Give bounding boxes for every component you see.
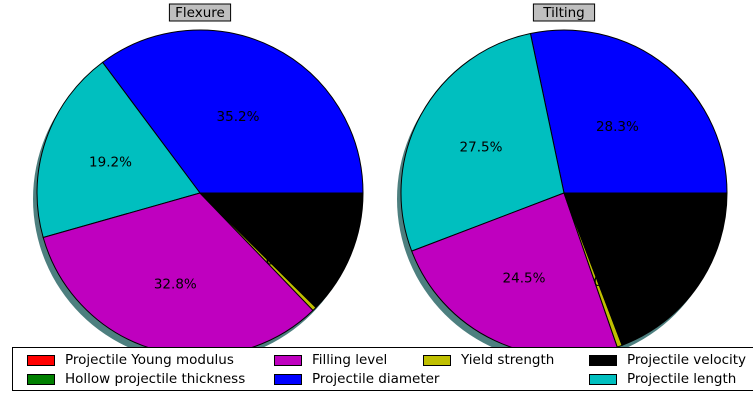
pie-slice: [563, 192, 728, 346]
legend-label: Hollow projectile thickness: [65, 371, 246, 387]
legend-label: Projectile Young modulus: [65, 352, 234, 368]
pie-tilting: 0.0%28.3%27.5%24.5%0.5Tilting: [397, 3, 728, 362]
legend-label: Projectile length: [627, 371, 737, 387]
legend-label: Filling level: [312, 352, 388, 368]
slice-label: 28.3%: [596, 119, 639, 135]
legend-label: Yield strength: [461, 352, 555, 368]
pie-slice: [400, 32, 565, 252]
legend-label: Projectile velocity: [627, 352, 747, 368]
legend-swatch: [589, 354, 617, 366]
pie-title: Tilting: [542, 5, 585, 21]
slice-label: 35.2%: [217, 109, 260, 125]
slice-label: 24.5%: [503, 271, 546, 287]
legend-swatch: [27, 354, 55, 366]
pie-title-box: [532, 3, 596, 22]
legend-item: Yield strength: [423, 351, 554, 369]
legend-item: Projectile length: [589, 370, 736, 388]
pie-title-box: [168, 3, 232, 22]
legend-item: Projectile velocity: [589, 351, 746, 369]
pie-slice: [102, 29, 364, 194]
slice-label: 27.5%: [460, 140, 503, 156]
legend-item: Hollow projectile thickness: [27, 370, 245, 388]
legend-swatch: [274, 373, 302, 385]
pie-slice: [36, 61, 201, 238]
slice-label: 19.2%: [89, 155, 132, 171]
legend: Projectile Young modulus Hollow projecti…: [12, 347, 753, 391]
pie-slice: [529, 29, 728, 194]
legend-swatch: [589, 373, 617, 385]
legend-item: Projectile diameter: [274, 370, 440, 388]
pie-slice: [199, 192, 364, 309]
legend-swatch: [27, 373, 55, 385]
legend-swatch: [274, 354, 302, 366]
legend-item: Filling level: [274, 351, 387, 369]
legend-swatch: [423, 354, 451, 366]
pie-flexure: 0.0%35.2%19.2%32.8%0.4Flexure: [33, 3, 364, 362]
pie-title: Flexure: [175, 5, 225, 21]
legend-label: Projectile diameter: [312, 371, 440, 387]
slice-label: 32.8%: [154, 276, 197, 292]
legend-item: Projectile Young modulus: [27, 351, 234, 369]
